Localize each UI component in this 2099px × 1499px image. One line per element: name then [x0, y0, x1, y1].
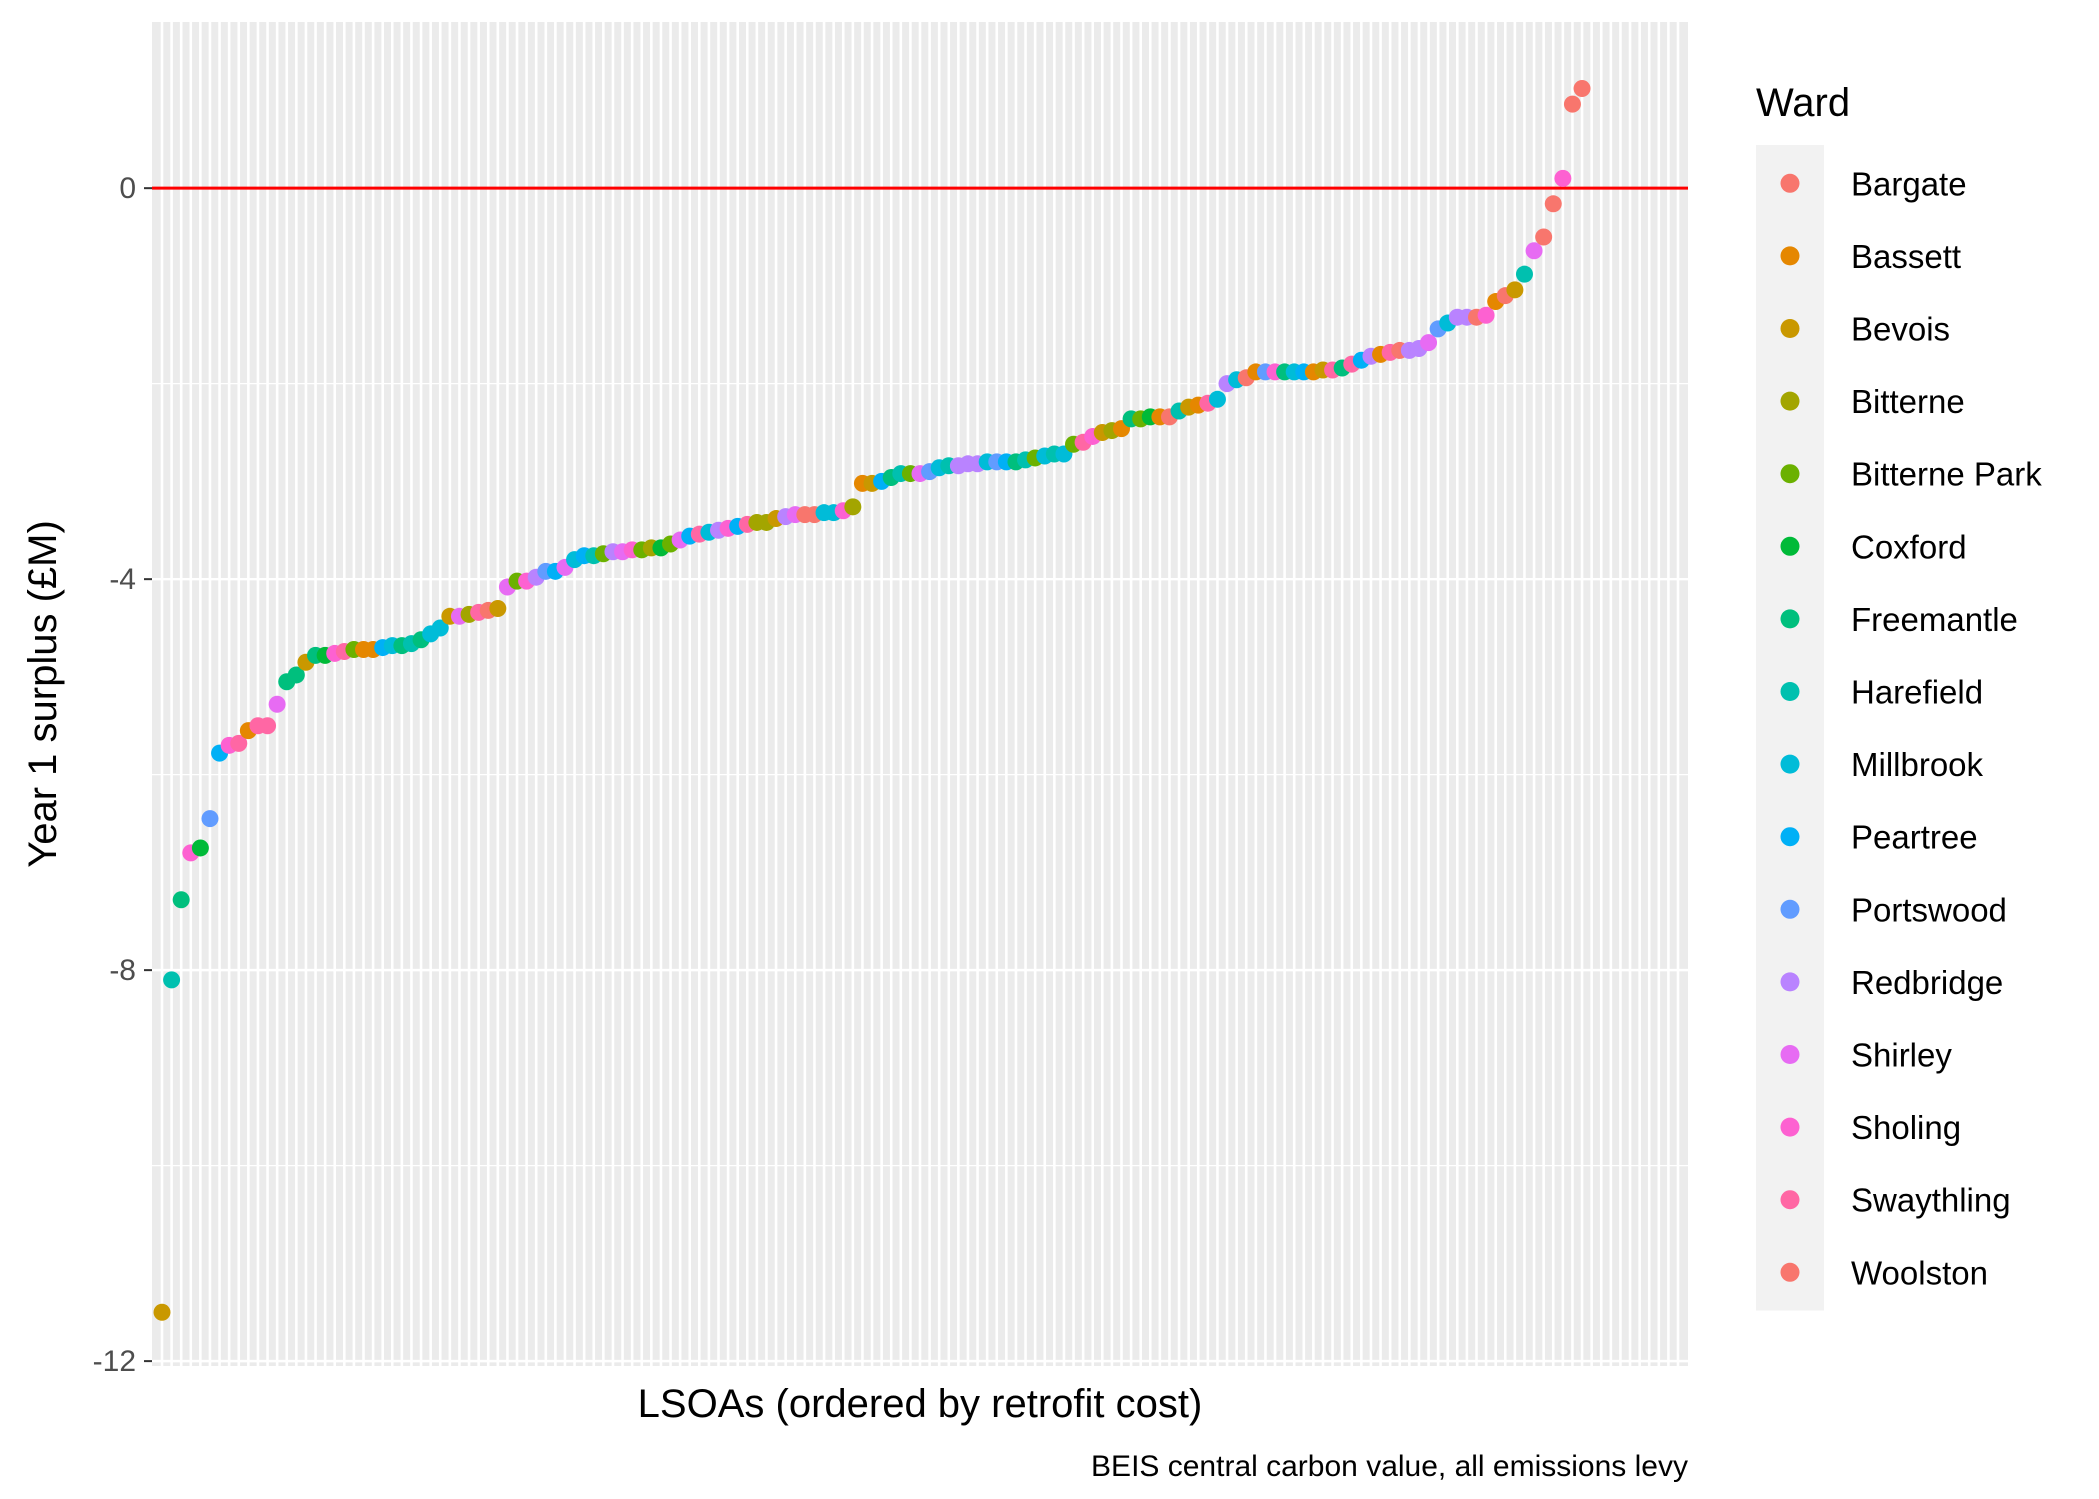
legend-swatch: [1780, 319, 1800, 338]
legend-item: Millbrook: [1780, 746, 1984, 783]
y-tick-label: -8: [109, 954, 136, 987]
data-point: [163, 971, 181, 989]
legend-item: Harefield: [1780, 674, 1983, 711]
legend-label: Shirley: [1851, 1037, 1952, 1074]
data-point: [844, 498, 862, 516]
y-axis-title: Year 1 surplus (£M): [21, 520, 65, 868]
legend-item: Bevois: [1780, 311, 1950, 348]
legend-label: Peartree: [1851, 819, 1978, 856]
legend-label: Bargate: [1851, 165, 1967, 202]
y-tick-label: -4: [109, 563, 136, 596]
data-point: [1506, 281, 1524, 299]
data-point: [1544, 195, 1562, 213]
y-tick-label: -12: [93, 1345, 136, 1378]
legend-swatch: [1780, 391, 1800, 411]
data-point: [1420, 334, 1438, 352]
legend-item: Swaythling: [1780, 1182, 2011, 1219]
data-point: [259, 717, 277, 735]
data-point: [287, 666, 305, 684]
legend-label: Bitterne: [1851, 383, 1965, 420]
legend-label: Bassett: [1851, 238, 1961, 275]
legend-label: Woolston: [1851, 1254, 1988, 1291]
y-tick-label: 0: [119, 172, 136, 205]
legend-swatch: [1780, 1262, 1800, 1282]
data-point: [1477, 306, 1495, 324]
data-point: [1515, 265, 1533, 283]
x-axis-title: LSOAs (ordered by retrofit cost): [638, 1382, 1203, 1426]
legend-item: Bassett: [1780, 238, 1961, 275]
legend-item: Portswood: [1780, 891, 2007, 928]
legend-label: Harefield: [1851, 674, 1983, 711]
legend-label: Portswood: [1851, 891, 2007, 928]
legend-item: Bitterne Park: [1780, 456, 2042, 493]
data-point: [1525, 242, 1543, 260]
legend-item: Shirley: [1780, 1037, 1952, 1074]
legend-item: Woolston: [1780, 1254, 1988, 1291]
legend-swatch: [1780, 1045, 1800, 1064]
chart-caption: BEIS central carbon value, all emissions…: [1091, 1450, 1688, 1483]
legend-label: Swaythling: [1851, 1182, 2011, 1219]
gridlines: [152, 22, 1688, 1366]
data-point: [1535, 228, 1553, 246]
legend-item: Sholing: [1780, 1109, 1961, 1146]
legend-label: Freemantle: [1851, 601, 2018, 638]
data-point: [1563, 95, 1581, 113]
legend-swatch: [1780, 464, 1800, 484]
legend-item: Coxford: [1780, 528, 1967, 565]
legend-swatch: [1780, 682, 1800, 701]
legend-swatch: [1780, 899, 1800, 919]
legend-label: Millbrook: [1851, 746, 1984, 783]
legend-swatch: [1780, 827, 1800, 847]
data-point: [153, 1303, 171, 1321]
data-point: [431, 619, 449, 637]
data-points: [153, 79, 1591, 1321]
legend-item: Bitterne: [1780, 383, 1965, 420]
data-point: [489, 599, 507, 617]
legend-swatch: [1780, 972, 1800, 992]
legend-swatch: [1780, 246, 1800, 266]
data-point: [1554, 169, 1572, 187]
legend-swatch: [1780, 536, 1800, 556]
legend-label: Bevois: [1851, 311, 1950, 348]
legend-label: Redbridge: [1851, 964, 2003, 1001]
data-point: [172, 891, 190, 909]
legend: Ward Bargate Bassett Bevois Bitterne Bittern…: [1756, 81, 2042, 1311]
y-axis: 0 -4 -8 -12: [93, 172, 152, 1378]
legend-item: Bargate: [1780, 165, 1967, 202]
legend-swatch: [1780, 609, 1800, 629]
data-point: [268, 695, 286, 713]
legend-label: Bitterne Park: [1851, 456, 2042, 493]
legend-swatch: [1780, 1190, 1800, 1210]
data-point: [191, 839, 209, 857]
data-point: [1208, 390, 1226, 408]
legend-swatch: [1780, 173, 1800, 193]
legend-label: Sholing: [1851, 1109, 1961, 1146]
data-point: [230, 734, 248, 752]
legend-items: Bargate Bassett Bevois Bitterne Bitterne Par…: [1780, 165, 2042, 1291]
legend-item: Peartree: [1780, 819, 1978, 856]
legend-title: Ward: [1756, 81, 1850, 125]
legend-key-background: [1756, 145, 1824, 1311]
data-point: [201, 810, 219, 828]
data-point: [1573, 79, 1591, 97]
legend-label: Coxford: [1851, 528, 1967, 565]
legend-swatch: [1780, 754, 1800, 774]
legend-item: Redbridge: [1780, 964, 2003, 1001]
legend-swatch: [1780, 1117, 1800, 1137]
legend-item: Freemantle: [1780, 601, 2018, 638]
